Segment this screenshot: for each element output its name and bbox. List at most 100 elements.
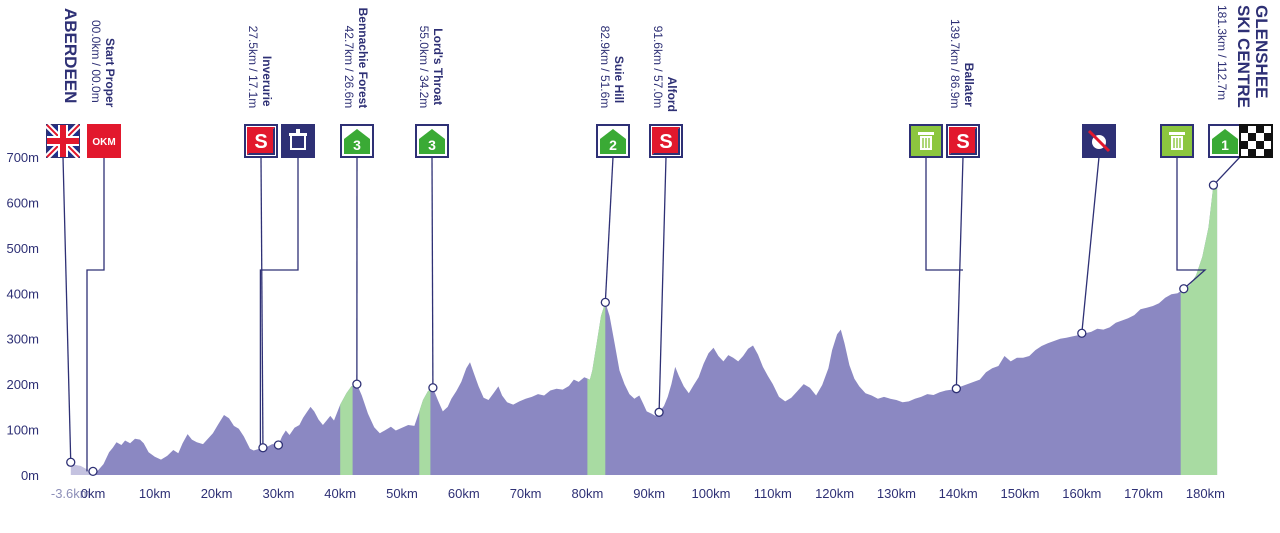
- kom-cat1-icon: 1: [1208, 124, 1242, 158]
- x-tick-label: 130km: [877, 486, 916, 501]
- marker-connector: [658, 156, 667, 413]
- marker-distance: 91.6km / 57.0m: [651, 26, 665, 109]
- marker-distance: 27.5km / 17.1m: [246, 26, 260, 109]
- finish-flag-icon: [1239, 124, 1273, 158]
- marker-point: [1077, 328, 1087, 338]
- marker-connector: [1081, 156, 1100, 334]
- neutral-zone-area: [70, 462, 93, 475]
- marker-label: ABERDEEN: [61, 8, 80, 103]
- marker-point: [654, 407, 664, 417]
- x-tick-label: 50km: [386, 486, 418, 501]
- marker-distance: 00.0km / 00.0m: [89, 20, 103, 103]
- x-tick-label: 20km: [201, 486, 233, 501]
- kom-cat3-icon: 3: [340, 124, 374, 158]
- x-tick-label: 140km: [939, 486, 978, 501]
- svg-text:S: S: [956, 131, 969, 153]
- marker-point: [66, 457, 76, 467]
- marker-label: SKI CENTRE: [1234, 5, 1253, 108]
- y-tick-label: 200m: [6, 377, 39, 392]
- sprint-icon: S: [244, 124, 278, 158]
- marker-label: Alford: [665, 77, 679, 112]
- marker-label: Suie Hill: [612, 56, 626, 103]
- climb-zone-area: [419, 389, 431, 475]
- marker-connector: [259, 157, 299, 446]
- marker-point: [258, 443, 268, 453]
- okm-icon: OKM: [87, 124, 121, 158]
- flag-icon: [44, 122, 82, 160]
- marker-point: [1208, 180, 1219, 190]
- marker-connector: [604, 156, 614, 303]
- marker-point: [352, 379, 362, 389]
- bin-icon: [909, 124, 943, 158]
- x-tick-label: 30km: [263, 486, 295, 501]
- y-tick-label: 0m: [21, 468, 39, 483]
- feed-zone-icon: [281, 124, 315, 158]
- marker-lines: [62, 156, 1242, 477]
- bin-icon: [1160, 124, 1194, 158]
- marker-distance: 55.0km / 34.2m: [417, 26, 431, 109]
- svg-text:1: 1: [1221, 137, 1229, 153]
- x-tick-label: 60km: [448, 486, 480, 501]
- x-tick-label: 160km: [1062, 486, 1101, 501]
- kom-cat2-icon: 2: [596, 124, 630, 158]
- svg-text:S: S: [254, 131, 267, 153]
- marker-connector: [260, 156, 264, 448]
- marker-connector: [431, 156, 434, 388]
- svg-text:3: 3: [428, 137, 436, 153]
- x-tick-label: 110km: [754, 486, 792, 501]
- climb-zone-area: [587, 302, 606, 475]
- x-tick-label: 10km: [139, 486, 171, 501]
- marker-distance: 82.9km / 51.6m: [598, 26, 612, 109]
- no-feed-icon: [1082, 124, 1116, 158]
- marker-label: Lord's Throat: [431, 28, 445, 105]
- svg-text:S: S: [659, 131, 672, 153]
- y-tick-label: 300m: [6, 332, 39, 347]
- svg-text:2: 2: [609, 137, 617, 153]
- marker-point: [951, 384, 961, 394]
- climb-zone-area: [340, 385, 353, 475]
- x-tick-label: 40km: [324, 486, 356, 501]
- sprint-icon: S: [649, 124, 683, 158]
- marker-label: Inverurie: [260, 56, 274, 107]
- marker-point: [273, 440, 284, 450]
- x-tick-label: 180km: [1186, 486, 1225, 501]
- y-tick-label: 400m: [6, 286, 39, 301]
- x-tick-label: 90km: [633, 486, 665, 501]
- marker-icons: OKM S 3 3 2 S S 1: [44, 122, 1273, 160]
- svg-text:OKM: OKM: [92, 137, 115, 148]
- climb-zone-area: [1180, 184, 1218, 475]
- marker-point: [428, 383, 438, 393]
- marker-label: Ballater: [962, 63, 976, 107]
- marker-point: [88, 466, 98, 477]
- y-tick-label: 700m: [6, 150, 39, 165]
- svg-text:3: 3: [353, 137, 361, 153]
- x-tick-label: 0km: [81, 486, 106, 501]
- marker-connector: [62, 156, 72, 463]
- profile-area: [70, 184, 1218, 475]
- marker-connector: [955, 156, 964, 389]
- x-tick-label: 100km: [691, 486, 730, 501]
- marker-connector: [86, 157, 105, 472]
- y-tick-label: 500m: [6, 241, 39, 256]
- x-tick-label: 170km: [1124, 486, 1163, 501]
- marker-point: [1179, 284, 1189, 294]
- x-tick-label: 70km: [510, 486, 542, 501]
- x-tick-label: 120km: [815, 486, 854, 501]
- marker-connector: [1212, 156, 1242, 186]
- marker-label: Bennachie Forest: [356, 8, 370, 109]
- marker-point: [600, 297, 610, 308]
- x-tick-label: 150km: [1000, 486, 1039, 501]
- sprint-icon: S: [946, 124, 980, 158]
- marker-label: GLENSHEE: [1252, 5, 1271, 99]
- marker-distance: 139.7km / 86.9m: [948, 19, 962, 108]
- y-tick-label: 100m: [6, 423, 39, 438]
- kom-cat3-icon: 3: [415, 124, 449, 158]
- marker-connector: [1176, 157, 1207, 290]
- x-tick-label: 80km: [572, 486, 604, 501]
- marker-connector: [925, 157, 963, 271]
- marker-label: Start Proper: [103, 38, 117, 108]
